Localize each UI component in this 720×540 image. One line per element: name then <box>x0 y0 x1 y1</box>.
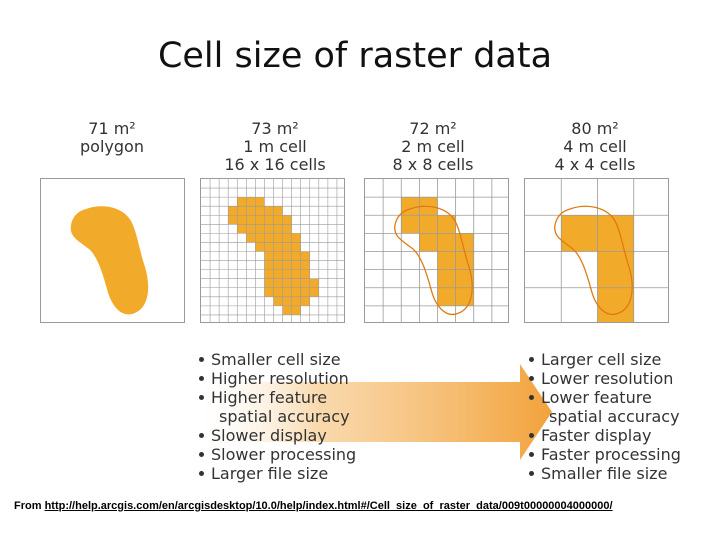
list-item: Smaller cell size <box>198 350 356 369</box>
panel-label-polygon: 71 m² polygon <box>52 120 172 156</box>
list-item: Smaller file size <box>528 464 681 483</box>
slide-title: Cell size of raster data <box>157 36 553 76</box>
panel-raster-16 <box>200 178 345 323</box>
panel-area: 80 m² <box>571 119 619 138</box>
panel-cell-count: 16 x 16 cells <box>224 155 326 174</box>
list-item-continuation: spatial accuracy <box>549 407 680 426</box>
panel-cell-size: 1 m cell <box>243 137 307 156</box>
panel-label-16: 73 m² 1 m cell 16 x 16 cells <box>210 120 340 174</box>
list-item: Lower resolution <box>528 369 681 388</box>
panel-cell-count: 4 x 4 cells <box>554 155 636 174</box>
list-item: Slower display <box>198 426 356 445</box>
raster-16-image <box>201 179 344 322</box>
panel-area: 71 m² <box>88 119 136 138</box>
panel-area: 73 m² <box>251 119 299 138</box>
panel-raster-4 <box>524 178 669 323</box>
source-prefix: From <box>14 500 45 512</box>
large-cell-list: Larger cell size Lower resolution Lower … <box>528 350 681 483</box>
small-cell-list: Smaller cell size Higher resolution High… <box>198 350 356 483</box>
panel-label-4: 80 m² 4 m cell 4 x 4 cells <box>530 120 660 174</box>
panel-type: polygon <box>80 137 144 156</box>
panel-label-8: 72 m² 2 m cell 8 x 8 cells <box>368 120 498 174</box>
list-item: Higher feature <box>198 388 356 407</box>
panel-raster-8 <box>364 178 509 323</box>
list-item: Faster display <box>528 426 681 445</box>
source-citation: From http://help.arcgis.com/en/arcgisdes… <box>14 500 613 512</box>
panel-area: 72 m² <box>409 119 457 138</box>
list-item: Larger cell size <box>528 350 681 369</box>
panel-polygon <box>40 178 185 323</box>
raster-4-image <box>525 179 668 322</box>
list-item: Larger file size <box>198 464 356 483</box>
panel-cell-size: 4 m cell <box>563 137 627 156</box>
raster-8-image <box>365 179 508 322</box>
list-item: Slower processing <box>198 445 356 464</box>
list-item: Lower feature <box>528 388 681 407</box>
list-item-continuation: spatial accuracy <box>219 407 350 426</box>
list-item: Higher resolution <box>198 369 356 388</box>
polygon-shape-image <box>70 206 149 315</box>
gradient-arrow-graphic <box>192 364 552 460</box>
panel-cell-count: 8 x 8 cells <box>392 155 474 174</box>
source-link[interactable]: http://help.arcgis.com/en/arcgisdesktop/… <box>44 500 613 512</box>
panel-cell-size: 2 m cell <box>401 137 465 156</box>
list-item: Faster processing <box>528 445 681 464</box>
